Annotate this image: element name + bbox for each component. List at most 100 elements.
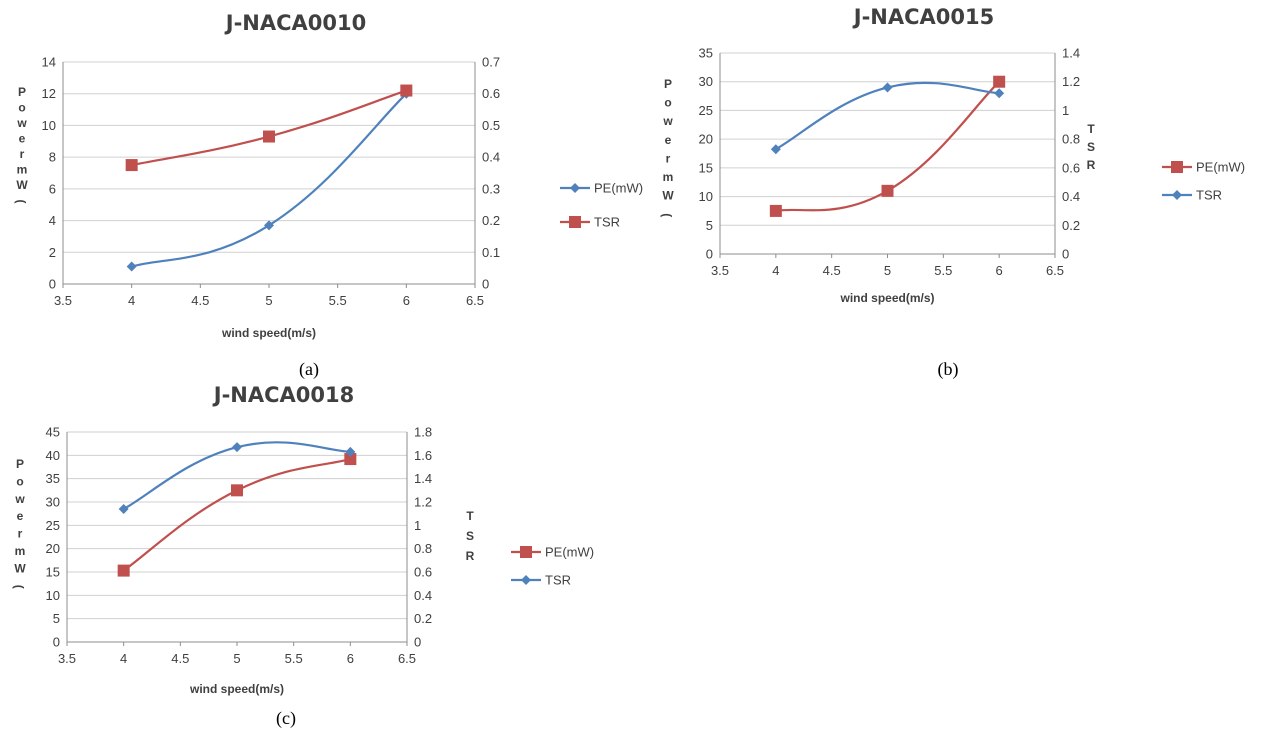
x-tick-label: 5.5 [329, 293, 347, 308]
y-axis-label-char: P [16, 457, 24, 471]
y-tick-label: 6 [49, 181, 56, 196]
y-tick-label: 35 [46, 471, 60, 486]
y2-tick-label: 0.2 [1062, 218, 1080, 233]
x-tick-label: 6.5 [1046, 263, 1064, 278]
data-point-tsr [232, 442, 242, 453]
y2-axis-label-char: S [466, 529, 474, 543]
legend-label: TSR [594, 215, 620, 230]
y2-tick-label: 0.2 [414, 611, 432, 626]
series-line-pemw [131, 92, 408, 268]
data-point-tsr [263, 130, 275, 143]
y2-tick-label: 0.8 [414, 541, 432, 556]
chart-title: J-NACA0018 [212, 383, 354, 407]
x-axis-label: wind speed(m/s) [839, 291, 934, 305]
series-line-tsr [123, 441, 351, 510]
y-axis-label-char: m [17, 163, 28, 177]
legend-entry: PE(mW) [511, 545, 594, 560]
y-tick-label: 5 [706, 218, 713, 233]
y-axis-label-char: r [18, 527, 23, 541]
legend-marker [520, 546, 532, 558]
data-point-tsr [770, 144, 781, 155]
x-tick-label: 4.5 [191, 293, 209, 308]
chart-2: J-NACA0015 0 5 10 15 20 25 30 35 0 0.2 0.4 0.6 0.8 1 1.… [660, 5, 1245, 380]
y2-axis-label-char: T [1087, 122, 1095, 136]
chart-title: J-NACA0010 [224, 11, 366, 35]
y-tick-label: 25 [46, 518, 60, 533]
series-line-pemw [123, 458, 351, 572]
data-point-tsr [118, 504, 129, 514]
data-point-tsr [994, 88, 1005, 99]
y2-tick-label: 0.1 [482, 245, 500, 260]
data-point-pemw [126, 261, 137, 272]
y-tick-label: 10 [46, 588, 60, 603]
y-tick-label: 0 [49, 277, 56, 292]
legend-entry: TSR [511, 573, 571, 588]
y2-tick-label: 0 [1062, 247, 1069, 262]
legend-entry: PE(mW) [1162, 160, 1245, 175]
data-point-tsr [345, 446, 356, 457]
y2-tick-label: 1.4 [414, 471, 432, 486]
x-axis-label: wind speed(m/s) [189, 682, 284, 696]
y-axis-label-char: W [16, 178, 28, 192]
x-tick-label: 6.5 [466, 293, 484, 308]
x-tick-label: 4.5 [823, 263, 841, 278]
y-axis-label-char: w [16, 116, 27, 130]
figure-caption: (b) [938, 359, 959, 380]
legend-entry: TSR [560, 215, 620, 230]
data-point-pemw [117, 564, 130, 577]
legend-label: TSR [545, 573, 571, 588]
legend-label: TSR [1196, 188, 1222, 203]
y2-tick-label: 0 [482, 277, 489, 292]
data-point-pemw [264, 220, 274, 231]
y-axis-label-paren: ( [12, 585, 26, 589]
legend-entry: TSR [1162, 188, 1222, 203]
y-tick-label: 10 [42, 118, 56, 133]
y-tick-label: 45 [46, 425, 60, 440]
data-point-pemw [344, 453, 357, 466]
x-tick-label: 5.5 [285, 651, 303, 666]
y2-tick-label: 1 [1062, 103, 1069, 118]
y2-axis-label-char: R [466, 549, 475, 563]
y2-tick-label: 0.4 [1062, 189, 1080, 204]
y2-axis-label-char: T [466, 509, 474, 523]
y-axis-label-char: o [16, 474, 23, 488]
y-tick-label: 15 [699, 160, 713, 175]
y-tick-label: 12 [42, 86, 56, 101]
chart-title: J-NACA0015 [852, 5, 994, 29]
legend-marker [570, 183, 580, 193]
y2-tick-label: 0.4 [414, 588, 432, 603]
y2-axis-label-char: R [1087, 158, 1096, 172]
legend-marker [1172, 190, 1182, 200]
y-axis-label-char: w [14, 492, 25, 506]
data-point-pemw [769, 204, 782, 217]
y-axis-label-char: W [662, 189, 674, 203]
y-tick-label: 25 [699, 103, 713, 118]
x-tick-label: 4 [772, 263, 779, 278]
y-tick-label: 40 [46, 448, 60, 463]
legend-marker [521, 575, 531, 585]
y-axis-label-char: o [18, 101, 25, 115]
y2-tick-label: 1.2 [414, 495, 432, 510]
y-tick-label: 20 [699, 132, 713, 147]
y-axis-label-char: r [666, 151, 671, 165]
y-tick-label: 0 [53, 635, 60, 650]
y2-tick-label: 0.5 [482, 118, 500, 133]
y2-tick-label: 1.8 [414, 425, 432, 440]
y-tick-label: 2 [49, 245, 56, 260]
y-axis-label-char: w [662, 114, 673, 128]
y2-tick-label: 0.4 [482, 150, 500, 165]
x-tick-label: 3.5 [711, 263, 729, 278]
y-tick-label: 15 [46, 565, 60, 580]
y-tick-label: 35 [699, 46, 713, 61]
y-axis-label-char: r [20, 147, 25, 161]
y2-tick-label: 1 [414, 518, 421, 533]
y-tick-label: 0 [706, 247, 713, 262]
legend-marker [569, 216, 581, 228]
y2-tick-label: 0.7 [482, 55, 500, 70]
x-axis-label: wind speed(m/s) [221, 326, 316, 340]
y2-tick-label: 0 [414, 635, 421, 650]
data-point-tsr [400, 84, 413, 97]
